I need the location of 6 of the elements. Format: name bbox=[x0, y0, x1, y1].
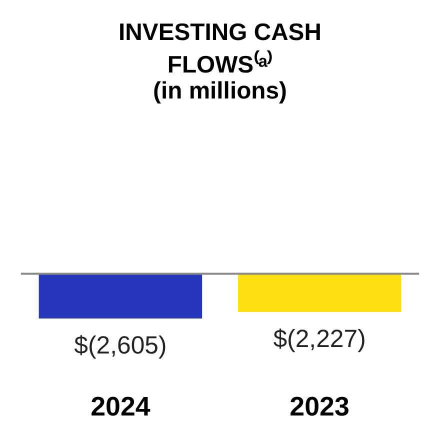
data-label: $(2,227) bbox=[273, 324, 366, 353]
x-tick-label: 2024 bbox=[90, 392, 150, 422]
data-label: $(2,605) bbox=[74, 331, 167, 360]
chart-title: INVESTING CASH FLOWS⁽ᵃ⁾ bbox=[118, 18, 322, 79]
chart-subtitle: (in millions) bbox=[153, 78, 287, 105]
x-tick-label: 2023 bbox=[290, 392, 350, 422]
